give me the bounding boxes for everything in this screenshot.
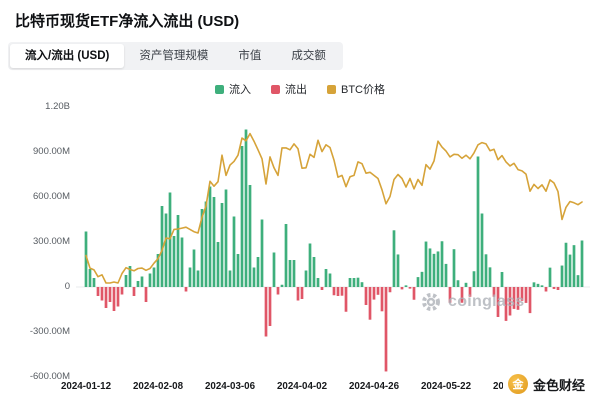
btc-price-line[interactable] bbox=[85, 132, 583, 284]
x-axis-tick-label: 2024-05-22 bbox=[420, 381, 472, 392]
y-axis-tick-label: 1.20B bbox=[45, 101, 70, 112]
legend-label-outflow: 流出 bbox=[285, 84, 307, 96]
legend-label-inflow: 流入 bbox=[229, 84, 251, 96]
chart-legend: 流入 流出 BTC价格 bbox=[215, 81, 385, 97]
y-axis-tick-label: 300.00M bbox=[33, 236, 70, 247]
y-axis-tick-label: 0 bbox=[64, 281, 70, 292]
tab-bar: 流入/流出 (USD) 资产管理规模 市值 成交额 bbox=[8, 42, 343, 70]
y-axis-tick-label: 600.00M bbox=[33, 191, 70, 202]
coinglass-watermark: coinglass bbox=[420, 291, 525, 313]
tab-aum[interactable]: 资产管理规模 bbox=[139, 50, 209, 62]
x-axis-tick-label: 2024-03-06 bbox=[204, 381, 256, 392]
page-title: 比特币现货ETF净流入流出 (USD) bbox=[15, 13, 240, 30]
legend-item-inflow[interactable]: 流入 bbox=[215, 81, 251, 97]
legend-swatch-inflow bbox=[215, 84, 224, 94]
tab-volume[interactable]: 成交额 bbox=[291, 50, 326, 62]
legend-item-btc-price[interactable]: BTC价格 bbox=[327, 81, 385, 97]
legend-swatch-outflow bbox=[271, 84, 280, 94]
y-axis-tick-label: -600.00M bbox=[29, 371, 70, 382]
x-axis-tick-label: 2024-02-08 bbox=[132, 381, 184, 392]
x-axis-tick-label: 2024-01-12 bbox=[60, 381, 112, 392]
legend-label-btc-price: BTC价格 bbox=[341, 84, 385, 96]
legend-item-outflow[interactable]: 流出 bbox=[271, 81, 307, 97]
y-axis-tick-label: -300.00M bbox=[29, 326, 70, 337]
coinglass-gear-icon bbox=[422, 293, 440, 311]
tab-market-cap[interactable]: 市值 bbox=[238, 50, 262, 62]
x-axis-tick-label: 2024-04-02 bbox=[276, 381, 328, 392]
etf-flow-chart[interactable] bbox=[0, 96, 600, 396]
jinse-coin-icon: 金 bbox=[507, 374, 528, 394]
legend-swatch-price bbox=[327, 84, 336, 94]
jinse-watermark: 金 金色财经 bbox=[502, 372, 590, 396]
flow-bars[interactable] bbox=[84, 129, 584, 372]
y-axis-tick-label: 900.00M bbox=[33, 146, 70, 157]
coinglass-wordmark: coinglass bbox=[448, 293, 525, 310]
tab-inflow-outflow[interactable]: 流入/流出 (USD) bbox=[10, 44, 125, 68]
x-axis-tick-label: 2024-04-26 bbox=[348, 381, 400, 392]
jinse-wordmark: 金色财经 bbox=[532, 377, 585, 393]
